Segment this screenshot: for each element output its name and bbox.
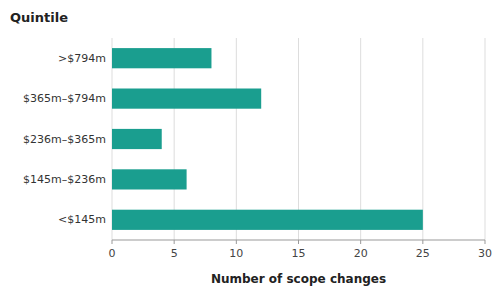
x-tick-label: 30 <box>478 247 492 260</box>
x-tick <box>360 240 361 244</box>
x-axis-label: Number of scope changes <box>211 272 386 286</box>
x-tick <box>174 240 175 244</box>
page: {"chart_data": {"type": "bar", "orientat… <box>0 0 500 295</box>
chart-svg: 0 5 10 15 20 25 30 >$794m $365m–$794m $236m–$365m… <box>0 0 500 295</box>
x-tick-label: 0 <box>109 247 116 260</box>
x-tick-label: 15 <box>292 247 306 260</box>
category-label: $236m–$365m <box>23 133 106 146</box>
bar <box>112 129 162 149</box>
category-label: $365m–$794m <box>23 92 106 105</box>
x-ticks: 0 5 10 15 20 25 30 <box>109 240 493 260</box>
bar <box>112 48 211 68</box>
y-axis-label: Quintile <box>10 10 68 25</box>
x-tick <box>485 240 486 244</box>
x-tick <box>422 240 423 244</box>
chart-container: 0 5 10 15 20 25 30 >$794m $365m–$794m $236m–$365m… <box>0 0 500 295</box>
grid-line <box>485 38 486 240</box>
bar <box>112 89 261 109</box>
grid <box>112 38 485 240</box>
bar <box>112 210 423 230</box>
x-tick-label: 20 <box>354 247 368 260</box>
y-tick-labels: >$794m $365m–$794m $236m–$365m $145m–$236m <… <box>23 52 106 227</box>
x-tick-label: 25 <box>416 247 430 260</box>
x-tick-label: 10 <box>229 247 243 260</box>
category-label: >$794m <box>58 52 106 65</box>
x-tick <box>236 240 237 244</box>
x-tick <box>112 240 113 244</box>
x-tick-label: 5 <box>171 247 178 260</box>
category-label: <$145m <box>58 213 106 226</box>
category-label: $145m–$236m <box>23 173 106 186</box>
bars <box>112 48 423 230</box>
bar <box>112 169 187 189</box>
x-tick <box>298 240 299 244</box>
